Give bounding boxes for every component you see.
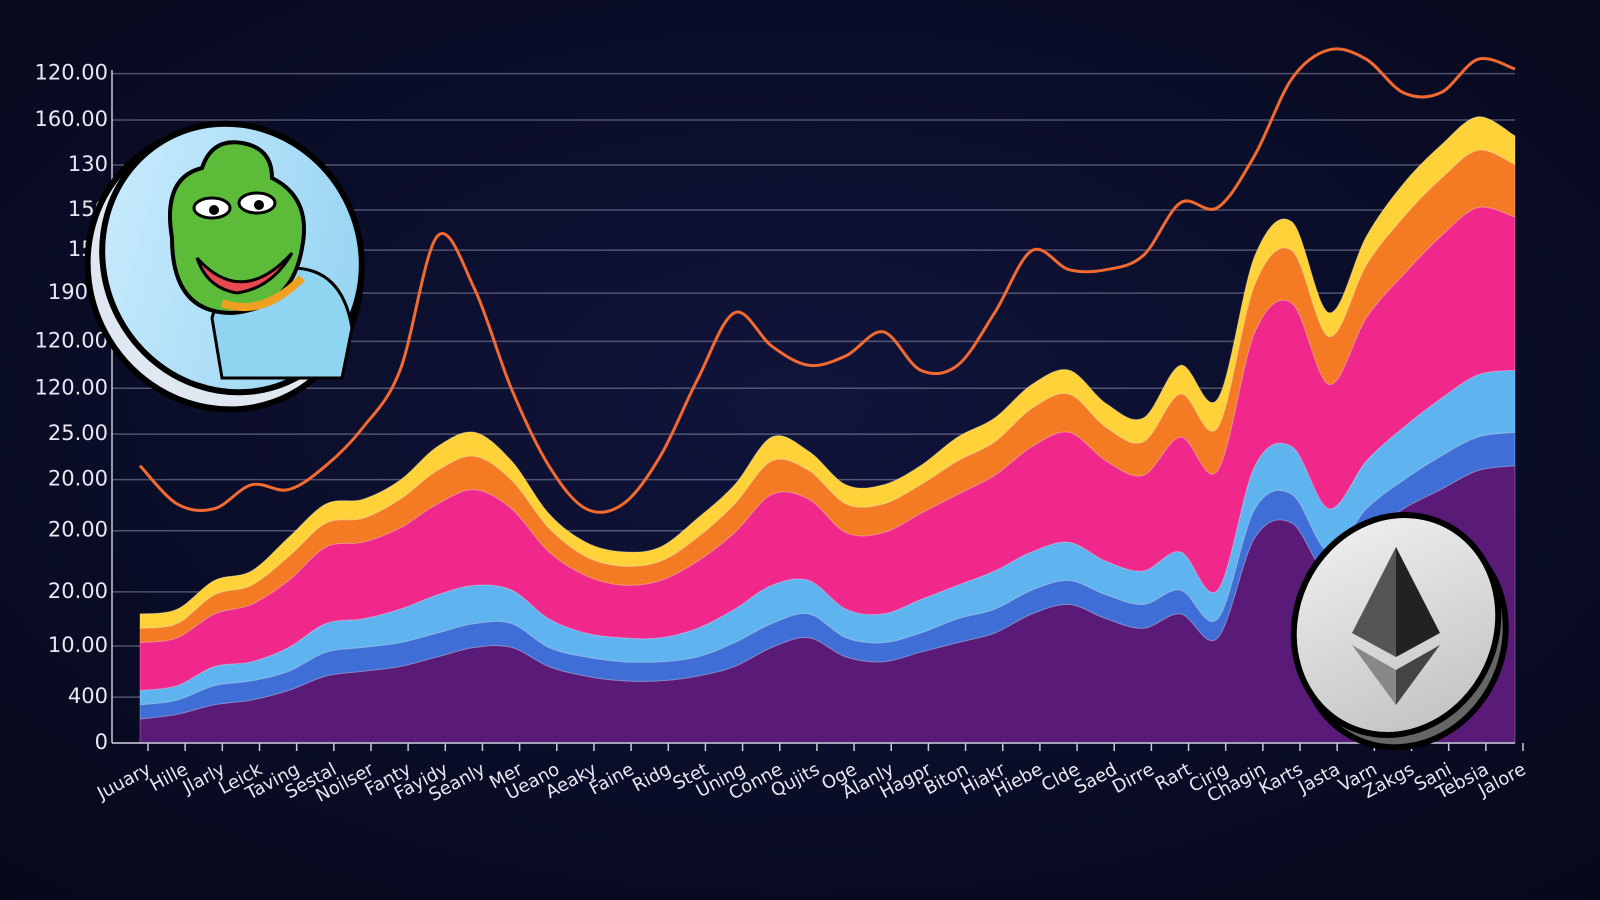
eth-coin: [1290, 512, 1509, 751]
y-tick-label: 25.00: [48, 421, 108, 445]
y-tick-label: 20.00: [48, 518, 108, 542]
y-tick-label: 160.00: [35, 107, 108, 131]
y-tick-label: 0: [95, 730, 108, 754]
frog-coin: [84, 120, 365, 413]
y-tick-label: 20.00: [48, 579, 108, 603]
y-tick-label: 20.00: [48, 467, 108, 491]
y-tick-label: 130: [68, 152, 108, 176]
line-series: [138, 47, 1516, 514]
y-tick-label: 10.00: [48, 633, 108, 657]
lines: [138, 47, 1516, 514]
y-tick-label: 400: [68, 684, 108, 708]
y-tick-label: 120.00: [35, 328, 108, 352]
y-tick-label: 120.00: [35, 61, 108, 85]
areas: [139, 116, 1516, 744]
y-tick-label: 120.00: [35, 375, 108, 399]
area-series: [139, 116, 1516, 629]
